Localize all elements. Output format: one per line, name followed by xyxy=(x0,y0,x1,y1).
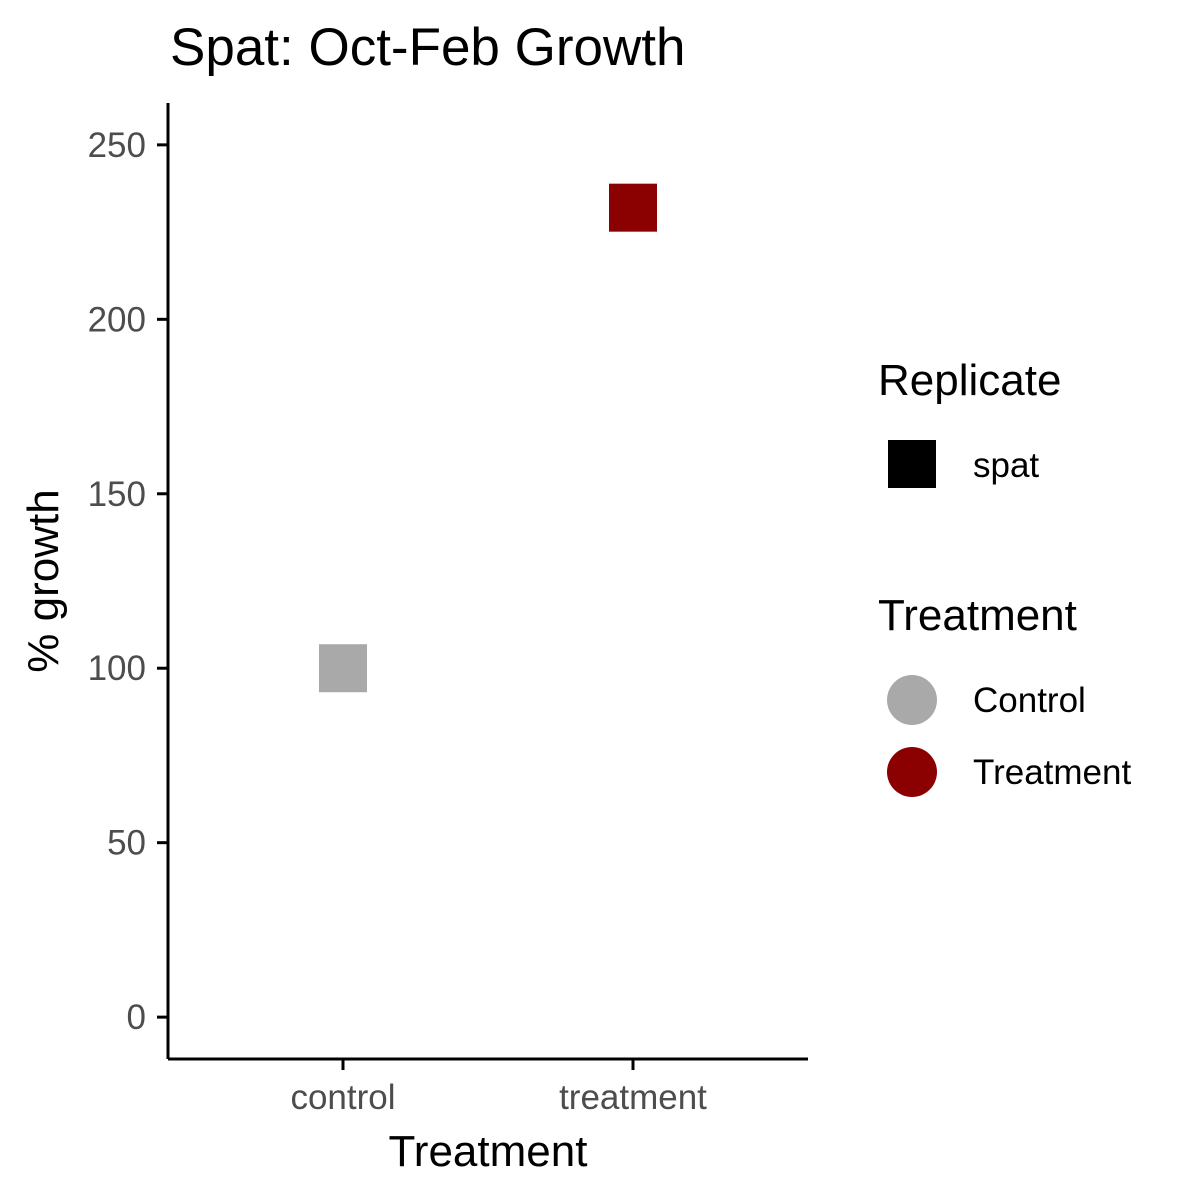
legend-key-control xyxy=(887,675,937,725)
x-ticks: control treatment xyxy=(290,1059,707,1117)
legend-key-treatment xyxy=(887,747,937,797)
data-points xyxy=(319,183,657,693)
legend-label-spat: spat xyxy=(973,446,1039,485)
y-tick-label: 200 xyxy=(88,300,146,339)
legend-label-treatment: Treatment xyxy=(973,753,1131,792)
legend-key-spat xyxy=(888,440,936,488)
y-tick-label: 50 xyxy=(107,824,146,863)
x-tick-label: treatment xyxy=(559,1078,707,1117)
data-point-control xyxy=(319,644,367,693)
y-axis-label: % growth xyxy=(19,489,68,672)
y-tick-label: 150 xyxy=(88,475,146,514)
legend: Replicate spat Treatment Control Treatment xyxy=(878,356,1131,797)
x-tick-label: control xyxy=(290,1078,395,1117)
plot-axes xyxy=(166,103,808,1061)
legend-title-treatment: Treatment xyxy=(878,591,1077,640)
y-tick-label: 100 xyxy=(88,649,146,688)
data-point-treatment xyxy=(609,183,657,232)
y-ticks: 0 50 100 150 200 250 xyxy=(88,126,168,1037)
legend-label-control: Control xyxy=(973,681,1086,720)
chart-title: Spat: Oct-Feb Growth xyxy=(170,18,685,77)
x-axis-label: Treatment xyxy=(389,1127,588,1176)
y-tick-label: 0 xyxy=(127,998,146,1037)
y-tick-label: 250 xyxy=(88,126,146,165)
legend-title-replicate: Replicate xyxy=(878,356,1061,405)
